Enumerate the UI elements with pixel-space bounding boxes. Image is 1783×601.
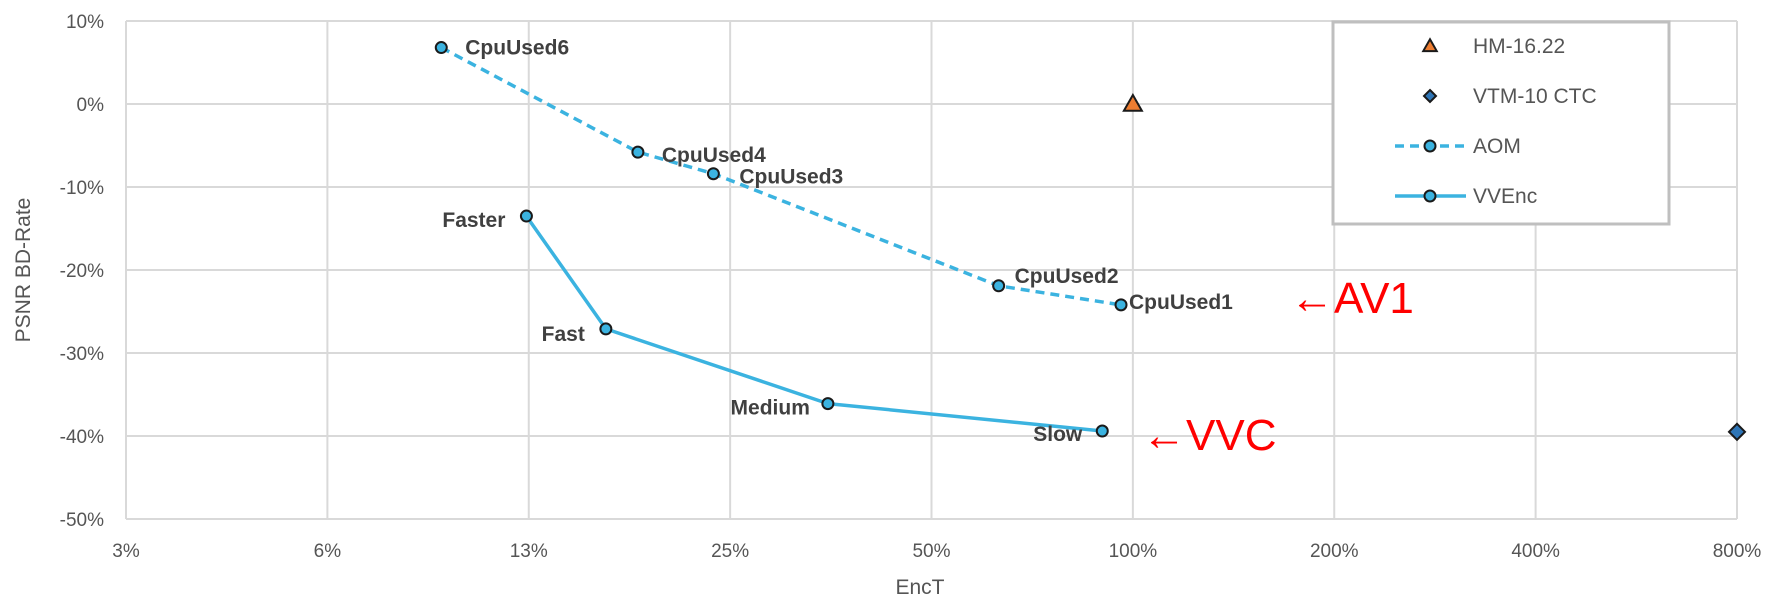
legend-vtm-10-ctc-label: VTM-10 CTC [1473, 85, 1597, 108]
y-tick-label: -30% [60, 344, 104, 365]
aom-point [1114, 298, 1128, 312]
y-axis-title: PSNR BD-Rate [12, 198, 35, 343]
point-label-cpuused4: CpuUsed4 [662, 144, 766, 167]
legend: HM-16.22 VTM-10 CTC AOM VVEnc [1331, 20, 1671, 226]
point-label-cpuused2: CpuUsed2 [1015, 265, 1119, 288]
y-tick-label: 10% [66, 12, 104, 33]
legend-aom-marker [1423, 139, 1437, 153]
tick-labels: 10% 0% -10% -20% -30% -40% -50% 3% 6% 13% 25% 50% 10… [60, 12, 1762, 562]
av1-annotation: ←AV1 [1290, 274, 1414, 323]
point-label-cpuused1: CpuUsed1 [1129, 291, 1233, 314]
legend-aom-label: AOM [1473, 135, 1521, 158]
x-tick-label: 13% [510, 541, 548, 562]
aom-point [434, 41, 448, 55]
y-tick-label: 0% [77, 95, 105, 116]
point-label-slow: Slow [1033, 423, 1083, 446]
hm-16-22-point [1122, 92, 1144, 112]
x-tick-label: 200% [1310, 541, 1359, 562]
legend-box [1331, 20, 1671, 226]
y-tick-label: -20% [60, 261, 104, 282]
point-label-medium: Medium [731, 397, 810, 420]
point-label-cpuused3: CpuUsed3 [739, 166, 843, 189]
y-tick-label: -10% [60, 178, 104, 199]
y-tick-label: -40% [60, 427, 104, 448]
vvenc-point [821, 397, 835, 411]
point-label-cpuused6: CpuUsed6 [465, 37, 569, 60]
x-tick-label: 100% [1109, 541, 1158, 562]
aom-point [631, 145, 645, 159]
vtm-10-ctc-point [1727, 422, 1747, 442]
legend-vtm-10-ctc-marker [1422, 88, 1438, 104]
legend-vvenc-marker [1423, 189, 1437, 203]
vvenc-point [519, 209, 533, 223]
legend-vvenc-label: VVEnc [1473, 185, 1537, 208]
grid [125, 20, 1738, 520]
point-label-faster: Faster [442, 209, 505, 232]
x-tick-label: 3% [112, 541, 140, 562]
series [434, 41, 1747, 442]
x-tick-label: 400% [1511, 541, 1560, 562]
vvenc-point [1095, 424, 1109, 438]
x-axis-title: EncT [895, 576, 944, 599]
legend-hm-16-22-marker [1421, 37, 1439, 53]
y-tick-label: -50% [60, 510, 104, 531]
x-tick-label: 800% [1713, 541, 1762, 562]
x-tick-label: 50% [912, 541, 950, 562]
x-tick-label: 6% [314, 541, 342, 562]
vvenc-series-line [524, 215, 1103, 433]
point-label-fast: Fast [542, 323, 585, 346]
vvc-annotation: ←VVC [1142, 411, 1276, 460]
aom-point [992, 279, 1006, 293]
aom-point [706, 167, 720, 181]
legend-hm-16-22-label: HM-16.22 [1473, 35, 1565, 58]
vvenc-point [599, 322, 613, 336]
x-tick-label: 25% [711, 541, 749, 562]
